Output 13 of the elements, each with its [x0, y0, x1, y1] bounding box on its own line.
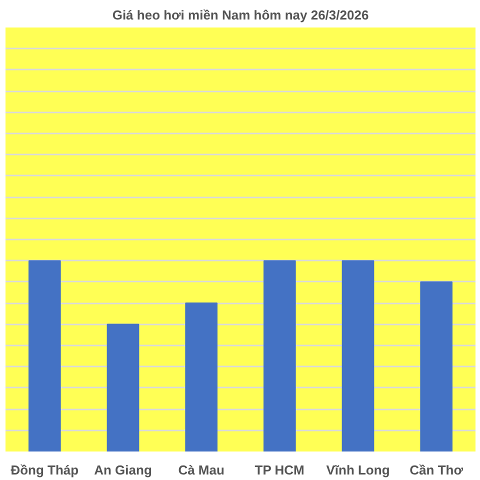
bar: [420, 281, 452, 452]
x-tick-label: An Giang: [94, 462, 152, 478]
bar: [28, 260, 61, 452]
x-tick-label: Cà Mau: [178, 462, 225, 478]
chart-title: Giá heo hơi miền Nam hôm nay 26/3/2026: [112, 8, 369, 22]
x-tick-label: Cần Thơ: [410, 462, 464, 478]
bar: [264, 260, 296, 452]
x-tick-label: TP HCM: [254, 462, 304, 478]
bar: [106, 324, 140, 452]
bar: [342, 260, 374, 452]
x-tick-label: Vĩnh Long: [326, 462, 390, 478]
x-tick-label: Đồng Tháp: [10, 462, 79, 478]
bar: [185, 302, 218, 452]
